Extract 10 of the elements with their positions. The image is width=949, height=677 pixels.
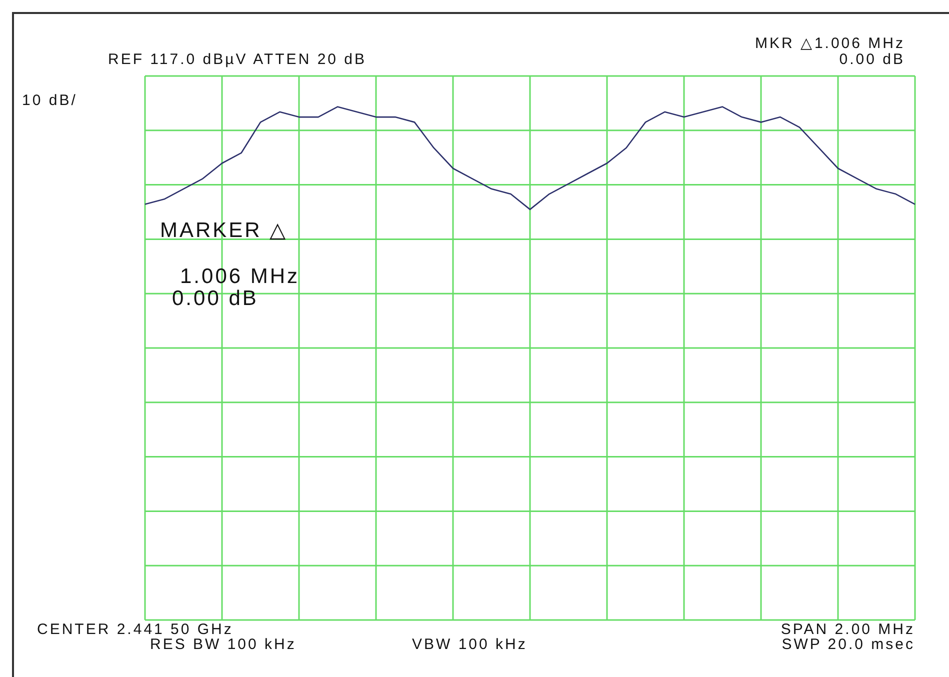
- text: SPAN 2.00 MHz: [780, 621, 915, 638]
- annotation: 0.00 dB: [172, 287, 258, 310]
- text: MKR △1.006 MHz: [754, 35, 905, 52]
- text: REF 117.0 dBµV ATTEN 20 dB: [108, 51, 367, 68]
- text: 10 dB/: [22, 92, 78, 109]
- text: CENTER 2.441 50 GHz: [37, 621, 234, 638]
- text: SWP 20.0 msec: [782, 636, 915, 653]
- text: VBW 100 kHz: [412, 636, 528, 653]
- text: 0.00 dB: [839, 51, 905, 68]
- text: RES BW 100 kHz: [150, 636, 296, 653]
